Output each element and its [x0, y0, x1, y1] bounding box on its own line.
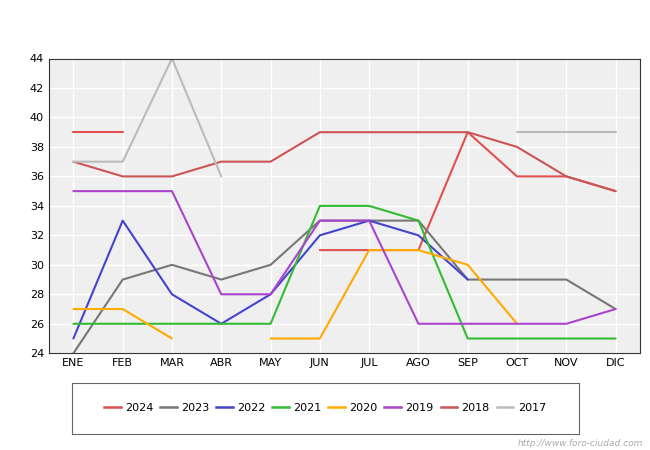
2023 — [316, 218, 324, 223]
2023 — [168, 262, 176, 267]
2018 — [415, 130, 422, 135]
2019 — [119, 189, 127, 194]
Line: 2022: 2022 — [73, 220, 468, 338]
2019 — [612, 306, 619, 312]
2019 — [168, 189, 176, 194]
2023 — [612, 306, 619, 312]
Line: 2017: 2017 — [73, 58, 221, 176]
2018 — [266, 159, 274, 164]
2021 — [513, 336, 521, 341]
Line: 2019: 2019 — [73, 191, 616, 324]
2023 — [513, 277, 521, 282]
2017 — [217, 174, 225, 179]
2021 — [217, 321, 225, 327]
2021 — [70, 321, 77, 327]
2022 — [217, 321, 225, 327]
2017 — [70, 159, 77, 164]
2019 — [513, 321, 521, 327]
2023 — [415, 218, 422, 223]
2019 — [266, 292, 274, 297]
2022 — [266, 292, 274, 297]
2019 — [464, 321, 472, 327]
2018 — [513, 144, 521, 150]
2017 — [119, 159, 127, 164]
2021 — [316, 203, 324, 209]
2019 — [415, 321, 422, 327]
Text: http://www.foro-ciudad.com: http://www.foro-ciudad.com — [518, 439, 644, 448]
2019 — [217, 292, 225, 297]
2018 — [612, 189, 619, 194]
2023 — [562, 277, 570, 282]
2018 — [365, 130, 373, 135]
2022 — [119, 218, 127, 223]
2024 — [70, 130, 77, 135]
Line: 2021: 2021 — [73, 206, 616, 338]
2023 — [119, 277, 127, 282]
Legend: 2024, 2023, 2022, 2021, 2020, 2019, 2018, 2017: 2024, 2023, 2022, 2021, 2020, 2019, 2018… — [99, 399, 551, 418]
2022 — [168, 292, 176, 297]
2019 — [316, 218, 324, 223]
2022 — [70, 336, 77, 341]
2018 — [562, 174, 570, 179]
2022 — [415, 233, 422, 238]
2018 — [217, 159, 225, 164]
Line: 2020: 2020 — [73, 309, 172, 338]
2017 — [168, 56, 176, 61]
2021 — [168, 321, 176, 327]
2018 — [168, 174, 176, 179]
2019 — [70, 189, 77, 194]
2024 — [119, 130, 127, 135]
Line: 2023: 2023 — [73, 220, 616, 353]
2021 — [612, 336, 619, 341]
2021 — [415, 218, 422, 223]
2021 — [119, 321, 127, 327]
2022 — [464, 277, 472, 282]
2023 — [70, 351, 77, 356]
Line: 2018: 2018 — [73, 132, 616, 191]
2023 — [365, 218, 373, 223]
2023 — [217, 277, 225, 282]
2022 — [365, 218, 373, 223]
2021 — [266, 321, 274, 327]
2018 — [119, 174, 127, 179]
2018 — [70, 159, 77, 164]
Text: Afiliados en Bercero a 30/9/2024: Afiliados en Bercero a 30/9/2024 — [189, 14, 461, 32]
2021 — [464, 336, 472, 341]
2019 — [365, 218, 373, 223]
2020 — [70, 306, 77, 312]
2018 — [464, 130, 472, 135]
2020 — [119, 306, 127, 312]
2019 — [562, 321, 570, 327]
2020 — [168, 336, 176, 341]
2023 — [464, 277, 472, 282]
2021 — [365, 203, 373, 209]
2023 — [266, 262, 274, 267]
2022 — [316, 233, 324, 238]
2021 — [562, 336, 570, 341]
2018 — [316, 130, 324, 135]
